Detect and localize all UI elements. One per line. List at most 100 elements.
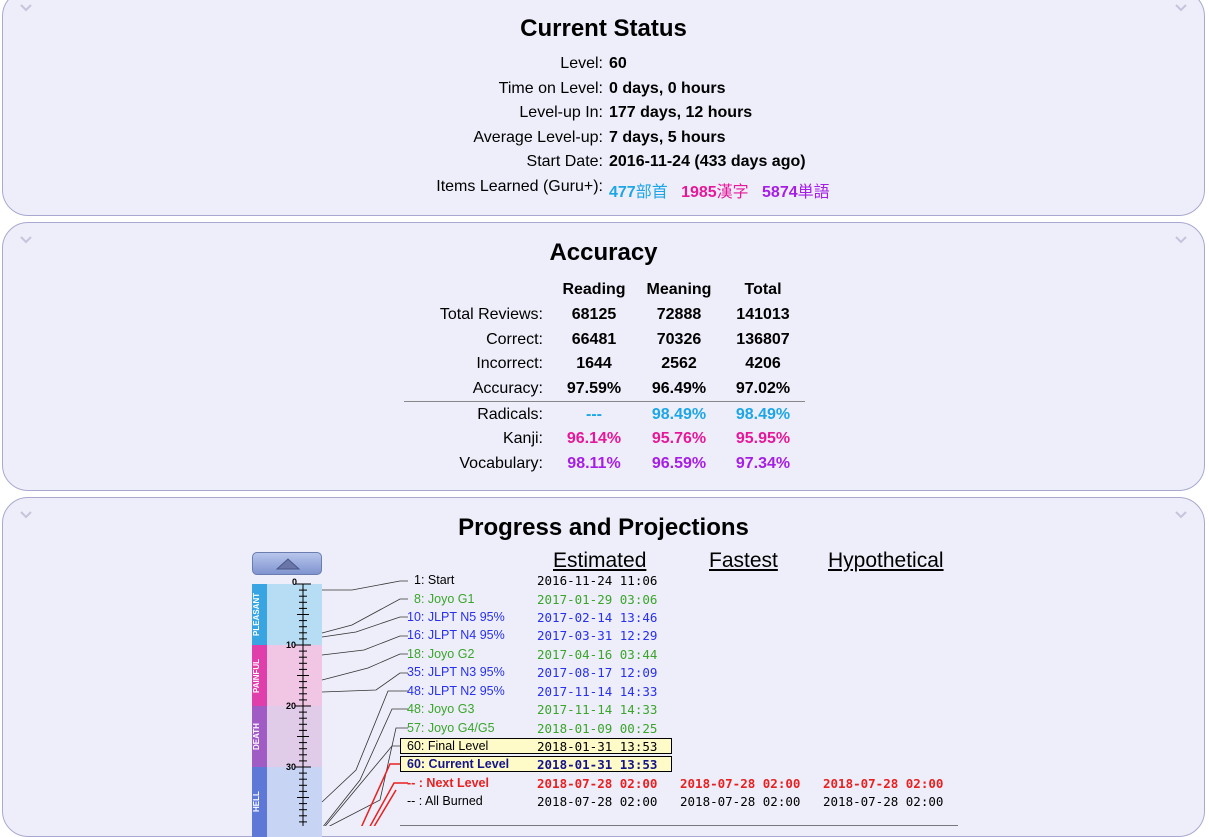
header-reading: Reading (562, 281, 626, 298)
milestone-fastest: 2018-07-28 02:00 (680, 794, 801, 809)
average-level-up-value: 7 days, 5 hours (609, 128, 726, 146)
correct-reading: 66481 (571, 331, 617, 348)
milestone-estimated: 2018-01-31 13:53 (537, 739, 658, 754)
milestone-estimated: 2018-01-31 13:53 (537, 757, 658, 772)
correct-label: Correct: (486, 331, 543, 348)
progress-panel: Progress and Projections (2, 497, 1205, 837)
vocab-learned-count: 5874 (762, 183, 798, 201)
header-meaning: Meaning (646, 281, 712, 298)
status-row-average-level-up: Average Level-up: 7 days, 5 hours (3, 129, 1206, 153)
accuracy-panel: Accuracy Reading Meaning Total Total Rev… (2, 222, 1205, 491)
status-title: Current Status (520, 15, 687, 42)
time-on-level-value: 0 days, 0 hours (609, 79, 726, 97)
accuracy-reading: 97.59% (566, 380, 622, 397)
band-painful: PAINFUL (252, 645, 322, 706)
radicals-reading: --- (586, 406, 602, 423)
accuracy-title: Accuracy (549, 239, 658, 266)
milestone-label: 18: Joyo G2 (407, 647, 475, 661)
progress-title: Progress and Projections (458, 514, 749, 541)
vocabulary-meaning: 96.59% (651, 455, 707, 472)
start-date-label: Start Date: (526, 153, 603, 170)
status-row-items-learned: Items Learned (Guru+): 477部首 1985漢字 5874… (3, 178, 1206, 202)
milestone-estimated: 2017-04-16 03:44 (537, 647, 658, 662)
accuracy-total: 97.02% (735, 380, 791, 397)
accuracy-table: Reading Meaning Total Total Reviews: 681… (3, 223, 1206, 492)
scroll-up-button[interactable] (252, 552, 322, 575)
collapse-chevron-icon[interactable] (1174, 510, 1188, 520)
kanji-learned-count: 1985 (681, 183, 717, 201)
milestone-label: 8: Joyo G1 (414, 592, 475, 606)
kanji-reading: 96.14% (566, 430, 622, 447)
milestone-label: -- : Next Level (407, 776, 489, 790)
table-divider (404, 401, 805, 402)
scale-label-10: 10 (286, 640, 297, 650)
status-row-level-up-in: Level-up In: 177 days, 12 hours (3, 104, 1206, 128)
milestone-hypothetical: 2018-07-28 02:00 (823, 776, 944, 791)
correct-meaning: 70326 (656, 331, 702, 348)
milestone-estimated: 2017-11-14 14:33 (537, 702, 658, 717)
milestone-estimated: 2016-11-24 11:06 (537, 573, 658, 588)
milestone-label: -- : All Burned (407, 794, 483, 808)
time-on-level-label: Time on Level: (498, 79, 603, 97)
final-level-highlight (400, 738, 672, 754)
milestone-estimated: 2018-01-09 00:25 (537, 721, 658, 736)
milestone-label: 48: JLPT N2 95% (407, 684, 505, 698)
level-label: Level: (560, 55, 603, 72)
milestone-estimated: 2018-07-28 02:00 (537, 776, 658, 791)
radicals-total: 98.49% (735, 406, 791, 423)
milestone-label: 57: Joyo G4/G5 (407, 721, 495, 735)
radicals-learned-count: 477 (609, 183, 636, 201)
milestone-label: 35: JLPT N3 95% (407, 665, 505, 679)
triangle-up-icon (275, 558, 301, 570)
start-date-value: 2016-11-24 (433 days ago) (609, 153, 806, 170)
correct-total: 136807 (736, 331, 790, 348)
kanji-meaning: 95.76% (651, 430, 707, 447)
accuracy-meaning: 96.49% (651, 380, 707, 397)
kanji-total: 95.95% (735, 430, 791, 447)
collapse-chevron-icon[interactable] (19, 510, 33, 520)
scale-label-30: 30 (286, 762, 297, 772)
milestone-estimated: 2017-03-31 12:29 (537, 628, 658, 643)
items-learned-label: Items Learned (Guru+): (436, 177, 603, 195)
band-pleasant-label: PLEASANT (252, 584, 267, 645)
milestone-estimated: 2018-07-28 02:00 (537, 794, 658, 809)
milestone-estimated: 2017-02-14 13:46 (537, 610, 658, 625)
vocab-word: 単語 (797, 181, 830, 201)
vocabulary-total: 97.34% (735, 455, 791, 472)
band-death-label: DEATH (252, 706, 267, 767)
band-pleasant: PLEASANT (252, 584, 322, 645)
header-total: Total (744, 281, 782, 298)
milestone-label: 16: JLPT N4 95% (407, 628, 505, 642)
milestone-estimated: 2017-08-17 12:09 (537, 665, 658, 680)
status-row-time-on-level: Time on Level: 0 days, 0 hours (3, 80, 1206, 104)
scale-label-20: 20 (286, 701, 297, 711)
collapse-chevron-icon[interactable] (1174, 235, 1188, 245)
band-painful-label: PAINFUL (252, 645, 267, 706)
radicals-word: 部首 (635, 181, 668, 201)
milestone-label: 60: Final Level (407, 739, 489, 753)
incorrect-label: Incorrect: (476, 355, 543, 372)
milestone-label: 48: Joyo G3 (407, 702, 475, 716)
incorrect-total: 4206 (745, 355, 781, 372)
band-hell-label: HELL (252, 767, 267, 837)
radicals-meaning: 98.49% (651, 406, 707, 423)
total-reviews-label: Total Reviews: (439, 306, 543, 323)
milestone-label: 60: Current Level (407, 757, 510, 771)
milestone-estimated: 2017-11-14 14:33 (537, 684, 658, 699)
scale-label-0: 0 (292, 577, 298, 587)
collapse-chevron-icon[interactable] (19, 235, 33, 245)
milestone-label: 10: JLPT N5 95% (407, 610, 505, 624)
collapse-chevron-icon[interactable] (1174, 3, 1188, 13)
level-up-in-label: Level-up In: (519, 104, 603, 121)
vocabulary-label: Vocabulary: (459, 455, 543, 472)
vocabulary-reading: 98.11% (567, 455, 621, 472)
milestone-label: 1: Start (414, 573, 455, 587)
milestone-fastest: 2018-07-28 02:00 (680, 776, 801, 791)
milestone-hypothetical: 2018-07-28 02:00 (823, 794, 944, 809)
collapse-chevron-icon[interactable] (19, 3, 33, 13)
kanji-word: 漢字 (716, 181, 749, 201)
accuracy-label: Accuracy: (472, 380, 543, 397)
band-hell: HELL (252, 767, 322, 837)
kanji-label: Kanji: (502, 430, 543, 447)
column-header-fastest: Fastest (709, 549, 778, 572)
